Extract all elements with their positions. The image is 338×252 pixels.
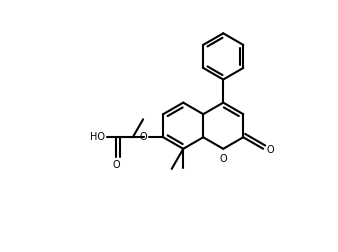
Text: O: O — [112, 161, 120, 170]
Text: O: O — [140, 132, 147, 142]
Text: O: O — [219, 154, 227, 164]
Text: O: O — [266, 145, 274, 155]
Text: HO: HO — [90, 132, 105, 142]
